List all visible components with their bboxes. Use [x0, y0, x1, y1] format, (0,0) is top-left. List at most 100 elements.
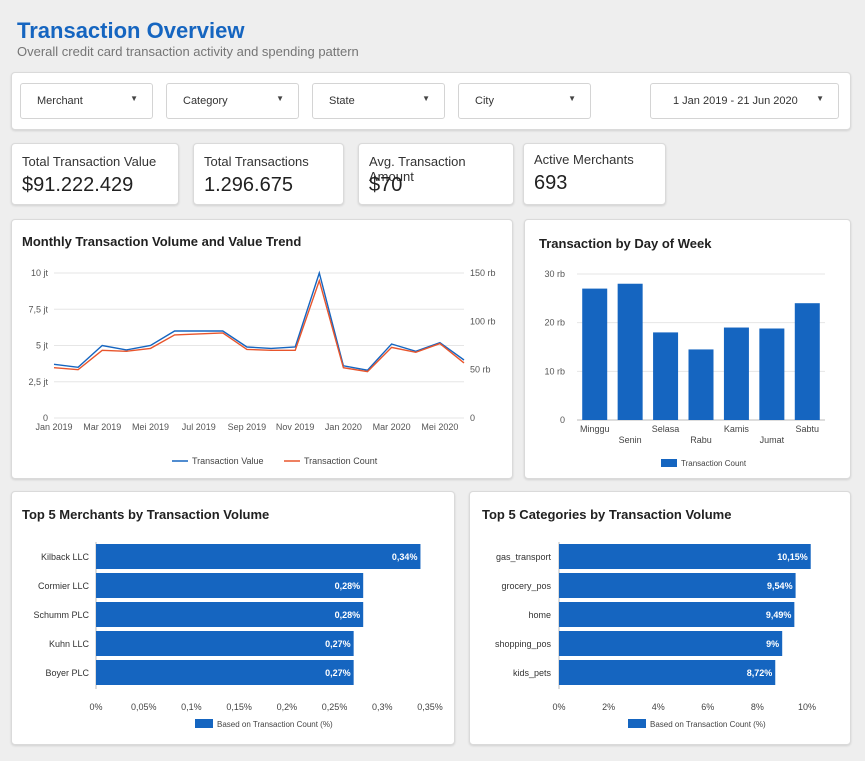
data-label: 9,54% — [767, 581, 793, 591]
category-label: Kilback LLC — [41, 552, 90, 562]
y-right-tick-label: 100 rb — [470, 316, 496, 326]
bar-kuhn-llc — [96, 631, 354, 656]
merchant-filter[interactable]: Merchant ▼ — [20, 83, 153, 119]
data-label: 0,28% — [335, 610, 361, 620]
x-tick-label: Mar 2020 — [373, 422, 411, 432]
x-tick-label: 4% — [652, 702, 665, 712]
legend-label: Based on Transaction Count (%) — [217, 720, 333, 729]
series-line-transaction-value — [53, 270, 465, 371]
x-tick-label: 0% — [552, 702, 565, 712]
x-tick-label: 0,15% — [226, 702, 252, 712]
bar-shopping-pos — [559, 631, 783, 656]
data-label: 0,27% — [325, 639, 351, 649]
kpi-total-value: Total Transaction Value $91.222.429 — [11, 143, 179, 205]
date-range-label: 1 Jan 2019 - 21 Jun 2020 — [673, 95, 798, 107]
category-label: Schumm PLC — [33, 610, 89, 620]
category-label: Boyer PLC — [45, 668, 89, 678]
chart-title: Transaction by Day of Week — [539, 236, 712, 251]
y-right-tick-label: 50 rb — [470, 365, 491, 375]
bar-gas-transport — [559, 544, 811, 569]
y-left-tick-label: 2,5 jt — [28, 377, 48, 387]
kpi-value: $91.222.429 — [22, 174, 134, 196]
filter-bar: Merchant ▼ Category ▼ State ▼ City ▼ 1 J… — [11, 72, 851, 130]
legend-swatch — [195, 719, 213, 728]
y-left-tick-label: 0 — [43, 413, 48, 423]
x-tick-label: 0,05% — [131, 702, 157, 712]
x-tick-label: Jul 2019 — [182, 422, 216, 432]
series-line-transaction-count — [53, 278, 465, 373]
data-label: 8,72% — [747, 668, 773, 678]
data-label: 9,49% — [766, 610, 792, 620]
x-tick-label: Sep 2019 — [228, 422, 267, 432]
state-filter[interactable]: State ▼ — [312, 83, 445, 119]
chevron-down-icon: ▼ — [816, 94, 824, 103]
legend-swatch — [628, 719, 646, 728]
chevron-down-icon: ▼ — [276, 94, 284, 103]
x-tick-label: Mei 2019 — [132, 422, 169, 432]
bar-kamis — [723, 327, 749, 420]
bar-jumat — [759, 328, 785, 420]
category-filter[interactable]: Category ▼ — [166, 83, 299, 119]
top-categories-card: Top 5 Categories by Transaction Volume 1… — [469, 491, 851, 745]
monthly-trend-card: Monthly Transaction Volume and Value Tre… — [11, 219, 513, 479]
category-label: kids_pets — [513, 668, 552, 678]
kpi-value: 693 — [534, 172, 568, 194]
kpi-active-merchants: Active Merchants 693 — [523, 143, 666, 205]
y-tick-label: 30 rb — [544, 269, 565, 279]
legend-label: Transaction Count — [304, 456, 378, 466]
kpi-value: 1.296.675 — [204, 174, 293, 196]
y-tick-label: 20 rb — [544, 318, 565, 328]
data-label: 0,28% — [335, 581, 361, 591]
bar-kilback-llc — [96, 544, 421, 569]
x-tick-label: Jan 2019 — [35, 422, 72, 432]
bar-minggu — [582, 288, 608, 420]
x-tick-label: Mei 2020 — [421, 422, 458, 432]
city-filter[interactable]: City ▼ — [458, 83, 591, 119]
kpi-value: $70 — [369, 174, 403, 196]
page-subtitle: Overall credit card transaction activity… — [17, 44, 359, 59]
x-tick-label: 0,2% — [277, 702, 298, 712]
x-tick-label: Jan 2020 — [325, 422, 362, 432]
legend-label: Based on Transaction Count (%) — [650, 720, 766, 729]
x-tick-label: Jumat — [760, 435, 785, 445]
bar-boyer-plc — [96, 660, 354, 685]
y-tick-label: 10 rb — [544, 366, 565, 376]
y-tick-label: 0 — [560, 415, 565, 425]
category-label: Kuhn LLC — [49, 639, 90, 649]
x-tick-label: 6% — [701, 702, 714, 712]
x-tick-label: Sabtu — [796, 424, 820, 434]
legend-label: Transaction Value — [192, 456, 264, 466]
x-tick-label: Kamis — [724, 424, 750, 434]
kpi-label: Avg. Transaction Amount — [369, 154, 466, 184]
bar-rabu — [688, 349, 714, 420]
y-right-tick-label: 150 rb — [470, 268, 496, 278]
date-range-picker[interactable]: 1 Jan 2019 - 21 Jun 2020 ▼ — [650, 83, 839, 119]
chevron-down-icon: ▼ — [130, 94, 138, 103]
y-left-tick-label: 5 jt — [36, 341, 49, 351]
x-tick-label: 0,3% — [372, 702, 393, 712]
kpi-label: Total Transaction Value — [22, 154, 157, 169]
kpi-label: Active Merchants — [534, 152, 634, 167]
day-of-week-card: Transaction by Day of Week 0 10 rb 20 rb 30… — [524, 219, 851, 479]
top-categories-chart: 10,15% gas_transport 9,54% grocery_pos 9,49%… — [495, 542, 816, 729]
x-tick-label: Nov 2019 — [276, 422, 315, 432]
chart-title: Top 5 Categories by Transaction Volume — [482, 507, 732, 522]
bar-cormier-llc — [96, 573, 364, 598]
kpi-total-transactions: Total Transactions 1.296.675 — [193, 143, 344, 205]
x-tick-label: 0,35% — [417, 702, 443, 712]
chevron-down-icon: ▼ — [568, 94, 576, 103]
day-of-week-chart: 0 10 rb 20 rb 30 rb Minggu Senin Selasa Rabu Kam… — [544, 269, 825, 468]
kpi-label: Total Transactions — [204, 154, 309, 169]
chart-title: Monthly Transaction Volume and Value Tre… — [22, 234, 302, 249]
data-label: 9% — [766, 639, 779, 649]
x-tick-label: Rabu — [690, 435, 712, 445]
bar-kids-pets — [559, 660, 776, 685]
x-tick-label: 10% — [798, 702, 816, 712]
legend-label: Transaction Count — [681, 459, 747, 468]
bar-home — [559, 602, 795, 627]
data-label: 0,27% — [325, 668, 351, 678]
x-tick-label: 0% — [89, 702, 102, 712]
x-tick-label: 0,1% — [181, 702, 202, 712]
category-label: shopping_pos — [495, 639, 552, 649]
chevron-down-icon: ▼ — [422, 94, 430, 103]
